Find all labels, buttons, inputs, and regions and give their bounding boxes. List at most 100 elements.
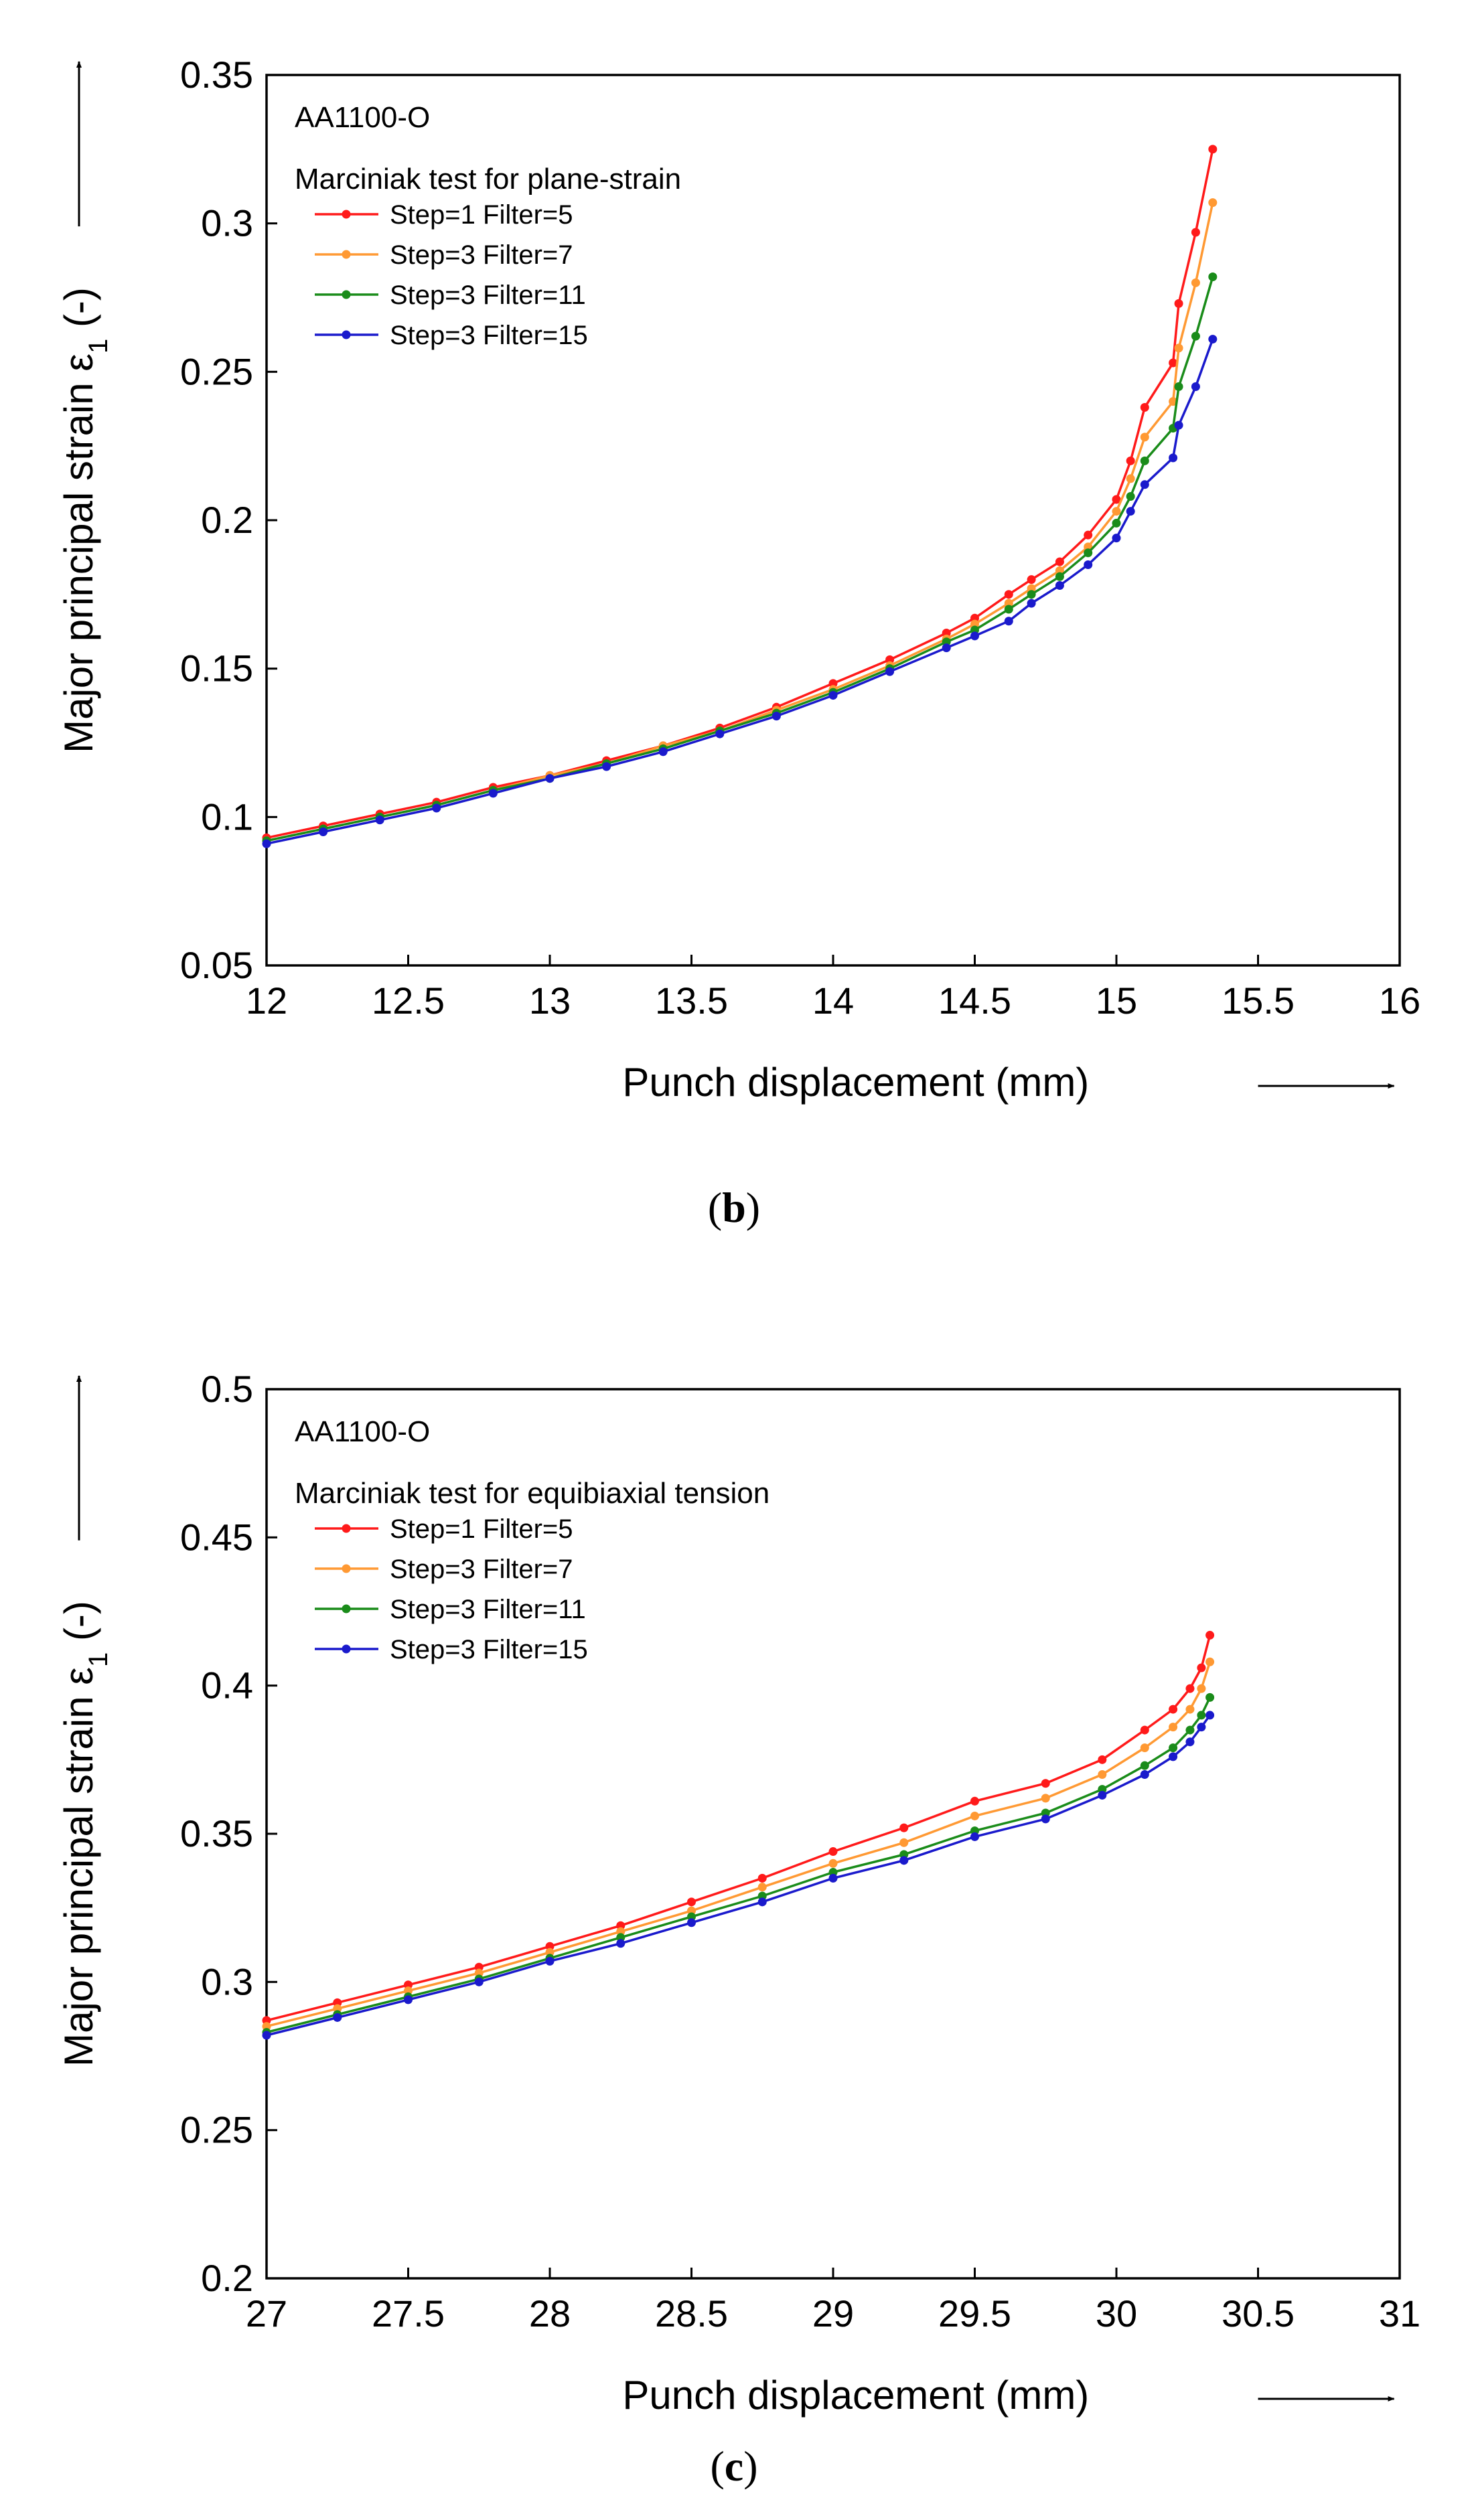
data-point xyxy=(1174,420,1183,430)
legend-swatch-marker xyxy=(342,1564,351,1573)
data-point xyxy=(1140,403,1149,412)
data-point xyxy=(757,1873,767,1883)
panel-label-close: ) xyxy=(743,2442,757,2490)
x-axis-title: Punch displacement (mm) xyxy=(622,2373,1089,2418)
data-point xyxy=(1140,1725,1149,1735)
data-point xyxy=(333,2013,342,2022)
data-point xyxy=(1098,1769,1107,1779)
panel-label-letter: b xyxy=(722,1184,746,1231)
data-point xyxy=(1055,572,1064,581)
data-point xyxy=(1027,575,1036,584)
legend-swatch-marker xyxy=(342,330,351,339)
x-tick-label: 15.5 xyxy=(1222,979,1295,1022)
data-point xyxy=(1174,382,1183,391)
data-point xyxy=(432,803,441,813)
data-point xyxy=(319,828,328,836)
data-point xyxy=(1191,331,1200,341)
legend-label: Step=1 Filter=5 xyxy=(390,1514,573,1544)
data-point xyxy=(1126,456,1135,465)
panel-label-open: ( xyxy=(708,1184,722,1231)
data-point xyxy=(1140,432,1149,442)
data-point xyxy=(1140,1761,1149,1770)
data-point xyxy=(1041,1779,1050,1788)
data-point xyxy=(1197,1663,1206,1672)
data-point xyxy=(1174,343,1183,353)
test-annotation: Marciniak test for equibiaxial tension xyxy=(295,1477,769,1510)
data-point xyxy=(1185,1705,1195,1714)
x-tick-label: 12.5 xyxy=(372,979,445,1022)
panel-label: (b) xyxy=(708,1184,760,1231)
data-point xyxy=(970,631,979,641)
material-annotation: AA1100-O xyxy=(295,1415,430,1448)
data-point xyxy=(1027,599,1036,608)
x-tick-label: 15 xyxy=(1096,979,1137,1022)
y-tick-label: 0.35 xyxy=(180,54,253,96)
y-tick-label: 0.35 xyxy=(180,1812,253,1855)
x-tick-label: 30.5 xyxy=(1222,2292,1295,2335)
data-point xyxy=(1208,272,1218,281)
data-point xyxy=(1208,145,1218,154)
data-point xyxy=(1140,480,1149,489)
y-tick-label: 0.1 xyxy=(201,795,253,838)
legend-swatch-marker xyxy=(342,210,351,219)
y-axis-title-unit: (-) xyxy=(56,287,101,339)
data-point xyxy=(1004,605,1013,614)
y-axis-title: Major principal strain ε1 (-) xyxy=(56,1601,113,2067)
data-point xyxy=(1191,382,1200,391)
x-tick-label: 12 xyxy=(246,979,287,1022)
series-1 xyxy=(262,1657,1215,2031)
data-point xyxy=(1191,228,1200,237)
x-tick-label: 31 xyxy=(1379,2292,1420,2335)
data-point xyxy=(828,691,838,700)
data-point xyxy=(828,1859,838,1868)
data-point xyxy=(1191,278,1200,287)
y-tick-label: 0.45 xyxy=(180,1516,253,1558)
y-tick-label: 0.25 xyxy=(180,350,253,392)
data-point xyxy=(1027,590,1036,599)
data-point xyxy=(885,667,895,676)
data-point xyxy=(616,1939,626,1948)
series-line xyxy=(266,277,1214,842)
data-point xyxy=(1208,198,1218,208)
data-point xyxy=(1208,335,1218,344)
x-tick-label: 14 xyxy=(812,979,854,1022)
y-tick-label: 0.25 xyxy=(180,2109,253,2151)
data-point xyxy=(1205,1657,1215,1666)
data-point xyxy=(942,643,951,653)
data-point xyxy=(1197,1711,1206,1720)
legend-swatch-marker xyxy=(342,1604,351,1613)
data-point xyxy=(1169,1705,1178,1714)
data-point xyxy=(474,1977,484,1986)
data-point xyxy=(1197,1684,1206,1693)
legend-label: Step=3 Filter=11 xyxy=(390,281,586,310)
data-point xyxy=(1126,507,1135,516)
data-point xyxy=(1041,1794,1050,1803)
y-tick-label: 0.05 xyxy=(180,944,253,986)
series-line xyxy=(266,339,1214,845)
x-tick-label: 16 xyxy=(1379,979,1420,1022)
data-point xyxy=(262,839,271,848)
data-point xyxy=(1140,1769,1149,1779)
data-point xyxy=(1169,1723,1178,1732)
data-point xyxy=(1169,358,1178,368)
x-axis-title: Punch displacement (mm) xyxy=(622,1060,1089,1105)
x-tick-label: 29 xyxy=(812,2292,854,2335)
data-point xyxy=(1084,560,1093,569)
data-point xyxy=(262,2031,271,2040)
y-axis-title-main: Major principal strain ε xyxy=(56,353,101,753)
y-axis-title-main: Major principal strain ε xyxy=(56,1667,101,2067)
data-point xyxy=(488,789,498,798)
data-point xyxy=(1126,474,1135,483)
data-point xyxy=(970,1796,979,1806)
data-point xyxy=(1205,1711,1215,1720)
data-point xyxy=(602,762,611,771)
legend-label: Step=3 Filter=15 xyxy=(390,1635,588,1664)
legend-label: Step=3 Filter=7 xyxy=(390,1555,573,1584)
data-point xyxy=(687,1918,696,1927)
y-tick-label: 0.2 xyxy=(201,499,253,541)
chart-panel-c: 27 27.5 28 28.5 29 29.5 30 30.5 31 0.2 0.25 0.3 0.35… xyxy=(56,1368,1420,2490)
data-point xyxy=(1140,456,1149,465)
test-annotation: Marciniak test for plane-strain xyxy=(295,163,681,195)
legend-label: Step=3 Filter=7 xyxy=(390,240,573,270)
data-point xyxy=(1055,557,1064,566)
